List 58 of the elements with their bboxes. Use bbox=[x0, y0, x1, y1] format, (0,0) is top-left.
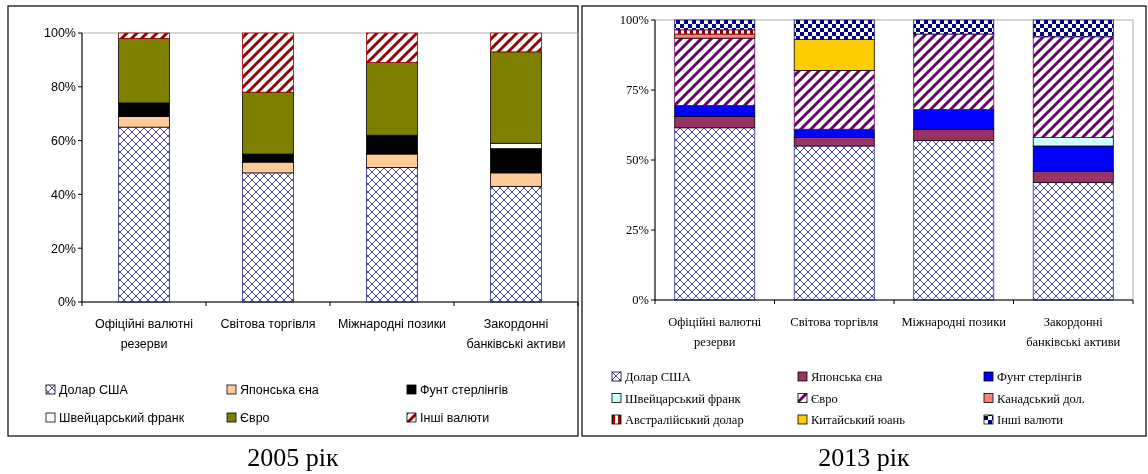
x-tick-label: Міжнародні позики bbox=[337, 317, 447, 331]
y-tick-label: 20% bbox=[50, 241, 76, 256]
bar bbox=[366, 32, 418, 63]
bar bbox=[793, 145, 875, 301]
bar bbox=[913, 19, 995, 35]
bar bbox=[1032, 182, 1114, 301]
y-tick-label: 100% bbox=[619, 13, 649, 28]
bar bbox=[793, 70, 875, 130]
y-tick-label: 80% bbox=[50, 80, 76, 95]
legend-label: Фунт стерлінгів bbox=[997, 370, 1083, 385]
bar bbox=[674, 127, 756, 301]
x-tick-label: Офіційні валютні резерви bbox=[668, 315, 762, 349]
bar bbox=[913, 33, 995, 110]
x-tick-label: Світова торгівля bbox=[790, 315, 879, 329]
y-tick-label: 100% bbox=[44, 26, 76, 41]
legend-label: Інші валюти bbox=[997, 413, 1064, 428]
bar bbox=[490, 32, 542, 53]
legend-label: Швейцарський франк bbox=[625, 391, 742, 406]
legend-label: Швейцарський франк bbox=[59, 411, 185, 426]
x-tick-label: Світова торгівля bbox=[220, 317, 316, 331]
y-tick-label: 0% bbox=[632, 293, 649, 308]
legend-label: Австралійський долар bbox=[625, 413, 744, 428]
legend-label: Китайський юань bbox=[811, 413, 906, 428]
bar bbox=[793, 39, 875, 71]
x-tick-label: Закордонні банківські активи bbox=[1026, 315, 1121, 349]
bar bbox=[366, 167, 418, 303]
bar bbox=[913, 140, 995, 301]
legend-label: Долар США bbox=[625, 370, 691, 385]
bar bbox=[674, 29, 756, 35]
y-tick-label: 60% bbox=[50, 133, 76, 148]
bar bbox=[118, 32, 170, 39]
bar bbox=[242, 32, 294, 93]
x-tick-label: Закордонні банківські активи bbox=[466, 317, 566, 351]
legend-label: Канадський дол. bbox=[997, 391, 1085, 406]
bar bbox=[242, 172, 294, 303]
bar bbox=[793, 19, 875, 40]
y-tick-label: 0% bbox=[57, 295, 76, 310]
legend-label: Японська єна bbox=[240, 383, 319, 398]
bar bbox=[490, 185, 542, 303]
bar bbox=[674, 19, 756, 31]
legend-label: Євро bbox=[240, 411, 270, 426]
y-tick-label: 40% bbox=[50, 187, 76, 202]
legend-label: Фунт стерлінгів bbox=[420, 383, 509, 398]
bar bbox=[118, 126, 170, 303]
bar bbox=[1032, 19, 1114, 38]
legend-label: Японська єна bbox=[811, 370, 883, 385]
text: 2013 рік bbox=[818, 443, 911, 472]
bar bbox=[674, 37, 756, 106]
legend-label: Долар США bbox=[59, 383, 129, 398]
y-tick-label: 25% bbox=[626, 223, 649, 238]
legend-label: Євро bbox=[811, 391, 838, 406]
legend-label: Інші валюти bbox=[420, 411, 490, 426]
y-tick-label: 75% bbox=[626, 83, 649, 98]
text: 2005 рік bbox=[247, 443, 340, 472]
y-tick-label: 50% bbox=[626, 153, 649, 168]
bar bbox=[1032, 36, 1114, 138]
x-tick-label: Офіційні валютні резерви bbox=[94, 317, 194, 351]
x-tick-label: Міжнародні позики bbox=[901, 315, 1007, 329]
